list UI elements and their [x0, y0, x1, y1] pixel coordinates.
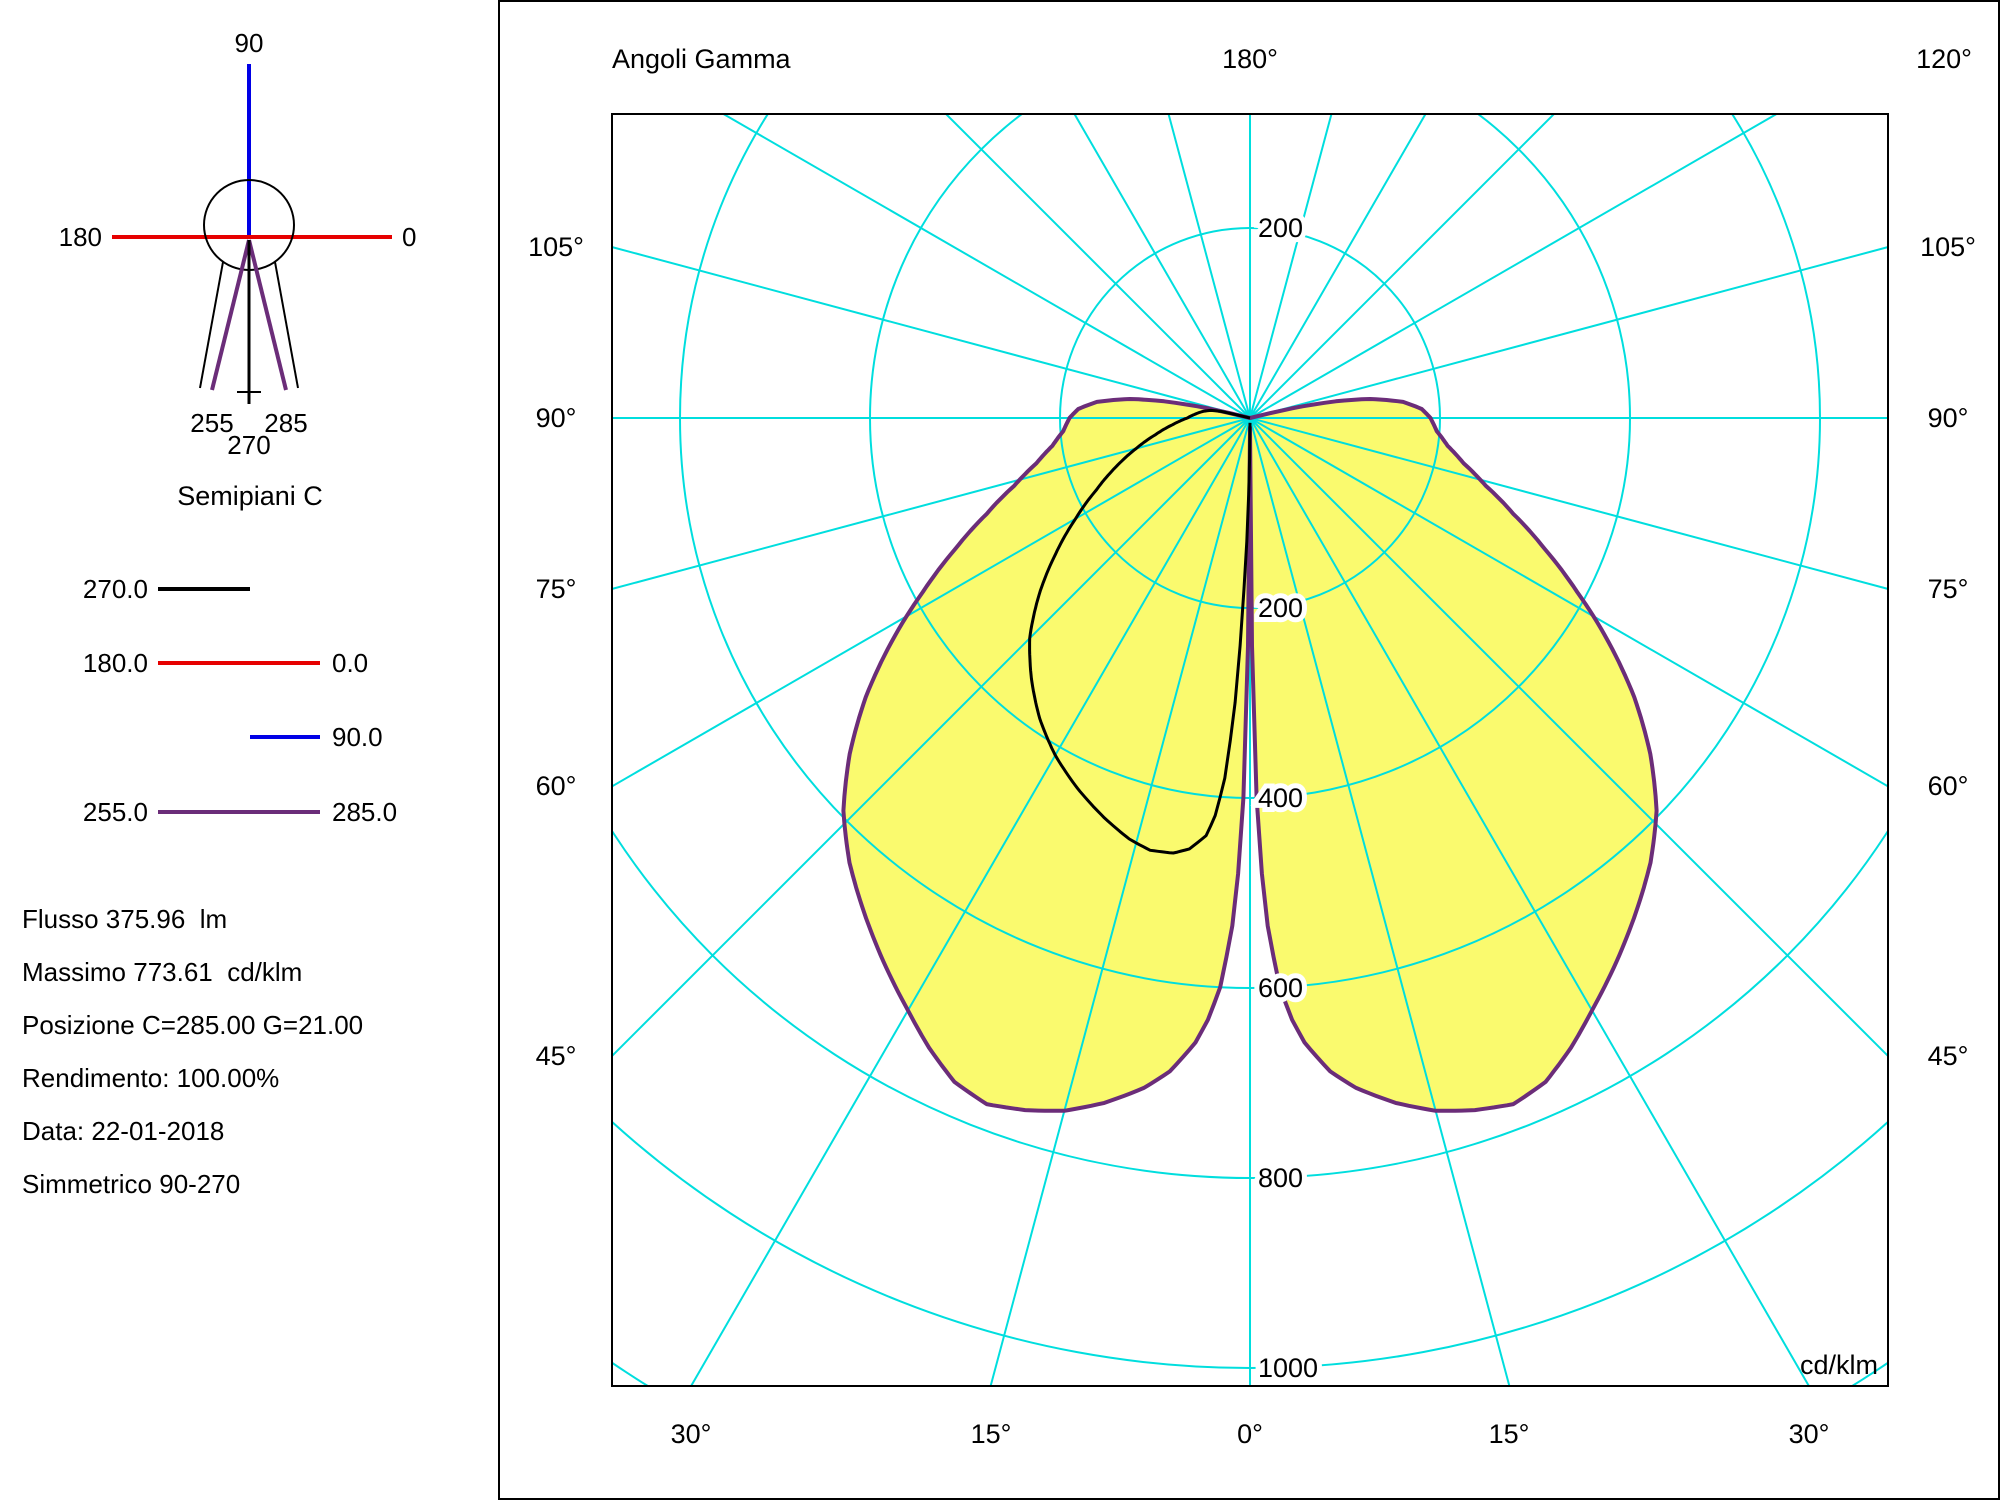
curve-270: [1028, 408, 1252, 855]
gamma-label-top-right: 120°: [1916, 44, 1972, 74]
mini-label-90: 90: [235, 28, 264, 58]
info-date: Data: 22-01-2018: [22, 1116, 225, 1146]
ring-label: 400: [1258, 783, 1303, 813]
labels-layer: 200 200 400 600 800 1000 105° 105° 90° 90° 75° 75° 6…: [528, 44, 1976, 1449]
gamma-label-right: 90°: [1928, 403, 1969, 433]
polar-intensity-chart: 200 200 400 600 800 1000 105° 105° 90° 90° 75° 75° 6…: [528, 44, 1976, 1449]
grid-ray: [1249, 114, 1333, 419]
unit-label: cd/klm: [1800, 1350, 1878, 1380]
info-max: Massimo 773.61 cd/klm: [22, 957, 303, 987]
ring-label: 1000: [1258, 1353, 1318, 1383]
legend-270-label: 270.0: [82, 574, 148, 604]
gamma-label-top-center: 180°: [1222, 44, 1278, 74]
grid-ray: [1249, 417, 1888, 1058]
curves-layer: [841, 397, 1659, 1113]
gamma-label-right: 45°: [1928, 1041, 1969, 1071]
semipiani-caption: Semipiani C: [177, 481, 323, 511]
grid-ray: [612, 417, 1251, 788]
legend-180-0-line: [158, 661, 320, 665]
grid-ray: [1167, 114, 1251, 419]
gamma-label-left: 60°: [536, 771, 577, 801]
gamma-label-bottom: 30°: [1789, 1419, 1830, 1449]
side-panel: 90 180 0 255 285 270 Semipiani C 270.0 1…: [0, 0, 500, 1500]
mini-label-285: 285: [264, 408, 307, 438]
gamma-label-right: 60°: [1928, 771, 1969, 801]
mini-label-255: 255: [190, 408, 233, 438]
grid-ray: [1249, 246, 1888, 419]
grid-ray: [989, 417, 1251, 1386]
gamma-label-left: 90°: [536, 403, 577, 433]
ring-label-up: 200: [1258, 213, 1303, 243]
grid-ray: [1249, 114, 1779, 419]
c-planes-diagram: 90 180 0 255 285 270 Semipiani C: [59, 28, 417, 511]
gamma-label-left: 105°: [528, 232, 584, 262]
axis-255-line: [210, 239, 251, 391]
legend-255-285-line: [158, 810, 320, 814]
ring-label: 800: [1258, 1163, 1303, 1193]
grid-ray: [1249, 417, 1811, 1386]
mini-label-270: 270: [227, 430, 270, 460]
legend-90-line: [250, 735, 320, 739]
gamma-label-left: 45°: [536, 1041, 577, 1071]
gamma-label-bottom: 15°: [1489, 1419, 1530, 1449]
grid-ray: [612, 417, 1251, 590]
gamma-label-right: 105°: [1920, 232, 1976, 262]
grid-ray: [1249, 417, 1511, 1386]
grid-ray: [689, 417, 1251, 1386]
luminaire-cone-left: [199, 261, 224, 389]
gamma-label-bottom: 15°: [971, 1419, 1012, 1449]
legend-90-label: 90.0: [332, 722, 383, 752]
grid-ray: [1249, 417, 1888, 590]
info-position: Posizione C=285.00 G=21.00: [22, 1010, 364, 1040]
gamma-label-bottom: 0°: [1237, 1419, 1263, 1449]
info-efficiency: Rendimento: 100.00%: [22, 1063, 280, 1093]
grid-ray: [1073, 114, 1251, 419]
gamma-label-bottom: 30°: [671, 1419, 712, 1449]
grid-ray: [612, 417, 1251, 1058]
mini-label-180: 180: [59, 222, 102, 252]
grid-ray: [1249, 114, 1556, 419]
legend-180-label: 180.0: [82, 648, 148, 678]
grid-ray: [721, 114, 1251, 419]
legend-270-line: [158, 587, 250, 591]
grid-ray: [944, 114, 1251, 419]
legend-255-label: 255.0: [82, 797, 148, 827]
polar-grid: [612, 114, 1888, 1386]
info-flux: Flusso 375.96 lm: [22, 904, 228, 934]
ring-label: 200: [1258, 593, 1303, 623]
legend-285-label: 285.0: [332, 797, 398, 827]
axis-285-line: [247, 239, 288, 391]
legend-0-label: 0.0: [332, 648, 369, 678]
gamma-label-right: 75°: [1928, 574, 1969, 604]
info-symmetry: Simmetrico 90-270: [22, 1169, 241, 1199]
chart-title: Angoli Gamma: [612, 44, 792, 74]
chart-frame: [611, 113, 1889, 1387]
grid-ray: [1249, 114, 1427, 419]
grid-ray: [612, 246, 1251, 419]
gamma-label-left: 75°: [536, 574, 577, 604]
polar-diagram-panel: 200 200 400 600 800 1000 105° 105° 90° 90° 75° 75° 6…: [498, 0, 2000, 1500]
mini-label-0: 0: [402, 222, 416, 252]
luminaire-cone-right: [274, 261, 299, 389]
photometric-info: Flusso 375.96 lm Massimo 773.61 cd/klm P…: [22, 893, 363, 1211]
grid-ray: [1249, 417, 1888, 788]
ring-label: 600: [1258, 973, 1303, 1003]
